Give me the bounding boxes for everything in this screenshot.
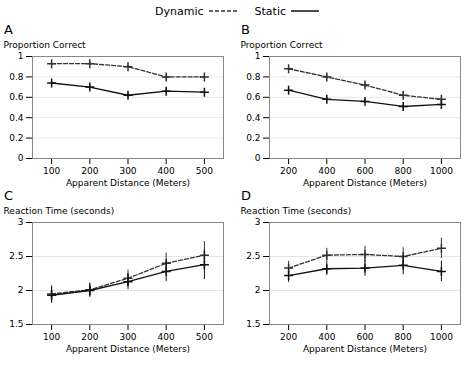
svg-text:200: 200 <box>81 166 98 176</box>
svg-text:100: 100 <box>43 332 60 342</box>
svg-text:200: 200 <box>280 166 297 176</box>
svg-text:200: 200 <box>81 332 98 342</box>
svg-text:Apparent Distance (Meters): Apparent Distance (Meters) <box>303 178 427 188</box>
svg-text:3: 3 <box>18 217 24 227</box>
svg-text:500: 500 <box>196 166 213 176</box>
svg-text:Reaction Time (seconds): Reaction Time (seconds) <box>241 206 352 216</box>
svg-text:1: 1 <box>255 51 261 61</box>
svg-text:100: 100 <box>43 166 60 176</box>
svg-text:0.8: 0.8 <box>246 72 261 82</box>
svg-text:0.2: 0.2 <box>9 133 23 143</box>
svg-text:400: 400 <box>318 332 335 342</box>
svg-text:0: 0 <box>255 153 261 163</box>
html-text:D: D <box>241 188 251 203</box>
svg-text:Apparent Distance (Meters): Apparent Distance (Meters) <box>66 344 190 354</box>
svg-text:2.5: 2.5 <box>9 251 23 261</box>
svg-text:1: 1 <box>18 51 24 61</box>
svg-text:500: 500 <box>196 332 213 342</box>
html-text:A: A <box>4 22 13 37</box>
svg-text:Apparent Distance (Meters): Apparent Distance (Meters) <box>66 178 190 188</box>
svg-text:1000: 1000 <box>430 332 453 342</box>
svg-text:0.4: 0.4 <box>246 113 261 123</box>
html-text:Dynamic: Dynamic <box>155 4 204 18</box>
svg-text:2.5: 2.5 <box>246 251 260 261</box>
svg-text:0.8: 0.8 <box>9 72 24 82</box>
svg-text:0.2: 0.2 <box>246 133 260 143</box>
svg-text:600: 600 <box>356 332 373 342</box>
svg-text:0.6: 0.6 <box>246 92 261 102</box>
svg-text:400: 400 <box>158 332 175 342</box>
svg-text:0.4: 0.4 <box>9 113 24 123</box>
svg-text:2: 2 <box>18 285 24 295</box>
svg-text:400: 400 <box>158 166 175 176</box>
svg-text:Proportion Correct: Proportion Correct <box>241 40 324 50</box>
svg-text:Reaction Time (seconds): Reaction Time (seconds) <box>4 206 115 216</box>
svg-text:200: 200 <box>280 332 297 342</box>
html-text:Static: Static <box>254 4 286 18</box>
svg-text:2: 2 <box>255 285 261 295</box>
svg-text:Apparent Distance (Meters): Apparent Distance (Meters) <box>303 344 427 354</box>
svg-text:400: 400 <box>318 166 335 176</box>
html-text:C: C <box>4 188 14 203</box>
svg-text:Proportion Correct: Proportion Correct <box>4 40 87 50</box>
svg-text:0.6: 0.6 <box>9 92 24 102</box>
svg-text:300: 300 <box>119 332 136 342</box>
svg-text:600: 600 <box>356 166 373 176</box>
svg-text:800: 800 <box>395 332 412 342</box>
svg-text:800: 800 <box>395 166 412 176</box>
svg-text:1.5: 1.5 <box>9 319 23 329</box>
svg-text:1000: 1000 <box>430 166 453 176</box>
svg-text:0: 0 <box>18 153 24 163</box>
svg-text:1.5: 1.5 <box>246 319 260 329</box>
svg-text:300: 300 <box>119 166 136 176</box>
svg-text:3: 3 <box>255 217 261 227</box>
html-text:B: B <box>241 22 250 37</box>
